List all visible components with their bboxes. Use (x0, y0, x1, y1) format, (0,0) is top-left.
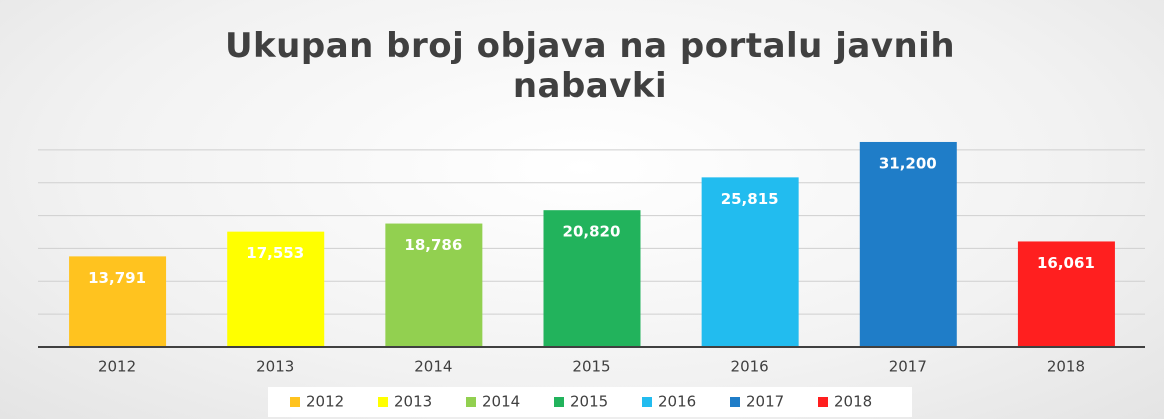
legend-label: 2018 (834, 393, 872, 411)
legend-swatch (466, 397, 476, 407)
bar (227, 231, 325, 347)
bar (543, 210, 641, 347)
data-label: 20,820 (563, 223, 621, 241)
legend-label: 2016 (658, 393, 696, 411)
data-label: 13,791 (88, 269, 146, 287)
x-tick-label: 2012 (98, 358, 136, 376)
x-tick-label: 2017 (889, 358, 927, 376)
legend-swatch (554, 397, 564, 407)
data-label: 16,061 (1037, 254, 1095, 272)
legend-swatch (730, 397, 740, 407)
legend-swatch (818, 397, 828, 407)
legend-label: 2013 (394, 393, 432, 411)
chart-title: Ukupan broj objava na portalu javnih nab… (224, 26, 956, 106)
legend-label: 2012 (306, 393, 344, 411)
legend-swatch (642, 397, 652, 407)
bar (69, 256, 167, 347)
data-label: 31,200 (879, 154, 937, 172)
bar (859, 141, 957, 347)
bar (385, 223, 483, 347)
data-label: 17,553 (246, 244, 304, 262)
data-label: 25,815 (721, 190, 779, 208)
x-tick-label: 2015 (572, 358, 610, 376)
bar (1017, 241, 1115, 347)
legend-box (268, 387, 912, 417)
x-tick-label: 2016 (731, 358, 769, 376)
legend-label: 2017 (746, 393, 784, 411)
bar (701, 177, 799, 347)
x-tick-label: 2014 (414, 358, 452, 376)
legend-swatch (378, 397, 388, 407)
legend-label: 2014 (482, 393, 520, 411)
x-tick-label: 2013 (256, 358, 294, 376)
data-label: 18,786 (404, 236, 462, 254)
legend-swatch (290, 397, 300, 407)
legend-label: 2015 (570, 393, 608, 411)
x-tick-label: 2018 (1047, 358, 1085, 376)
